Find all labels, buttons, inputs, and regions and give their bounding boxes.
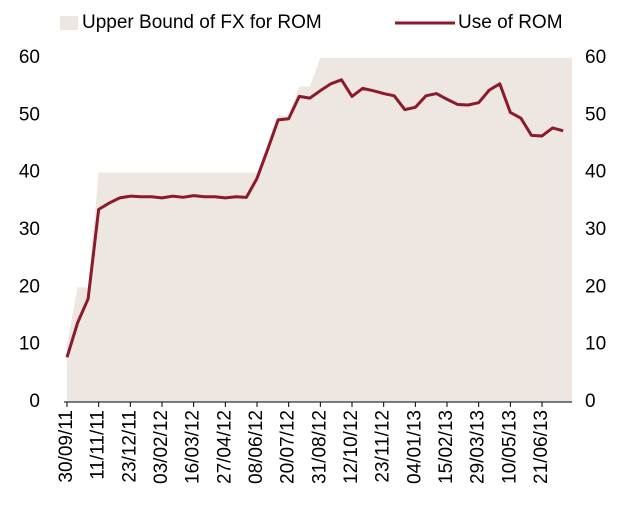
x-tick-label: 08/06/12 xyxy=(246,410,267,484)
y-tick-label: 40 xyxy=(19,162,40,183)
x-tick-label: 10/05/13 xyxy=(499,410,520,484)
x-tick-label: 29/03/13 xyxy=(468,410,489,484)
x-tick-label: 23/11/12 xyxy=(373,410,394,483)
y2-tick-label: 30 xyxy=(585,219,606,240)
y-tick-label: 60 xyxy=(19,47,40,68)
y2-tick-label: 40 xyxy=(585,162,606,183)
y2-tick-label: 50 xyxy=(585,104,606,125)
y-tick-label: 10 xyxy=(19,334,40,355)
x-tick-label: 20/07/12 xyxy=(278,410,299,484)
x-tick-label: 12/10/12 xyxy=(341,410,362,484)
x-tick-label: 11/11/11 xyxy=(88,410,109,480)
legend-label: Use of ROM xyxy=(458,12,563,33)
x-tick-label: 15/02/13 xyxy=(436,410,457,484)
x-tick-label: 23/12/11 xyxy=(119,410,140,483)
y-tick-label: 0 xyxy=(29,391,40,412)
x-tick-label: 04/01/13 xyxy=(404,410,425,484)
y2-tick-label: 60 xyxy=(585,47,606,68)
y-tick-label: 50 xyxy=(19,104,40,125)
y-tick-label: 20 xyxy=(19,276,40,297)
area xyxy=(67,58,572,402)
y2-tick-label: 0 xyxy=(585,391,596,412)
x-tick-label: 30/09/11 xyxy=(56,410,77,483)
legend-swatch xyxy=(60,16,78,30)
x-tick-label: 27/04/12 xyxy=(214,410,235,484)
x-tick-label: 21/06/13 xyxy=(531,410,552,484)
x-tick-label: 31/08/12 xyxy=(309,410,330,484)
y2-tick-label: 20 xyxy=(585,276,606,297)
x-tick-label: 03/02/12 xyxy=(151,410,172,484)
x-tick-label: 16/03/12 xyxy=(183,410,204,484)
legend-label: Upper Bound of FX for ROM xyxy=(82,12,322,33)
y2-tick-label: 10 xyxy=(585,334,606,355)
line xyxy=(65,78,564,358)
y-tick-label: 30 xyxy=(19,219,40,240)
